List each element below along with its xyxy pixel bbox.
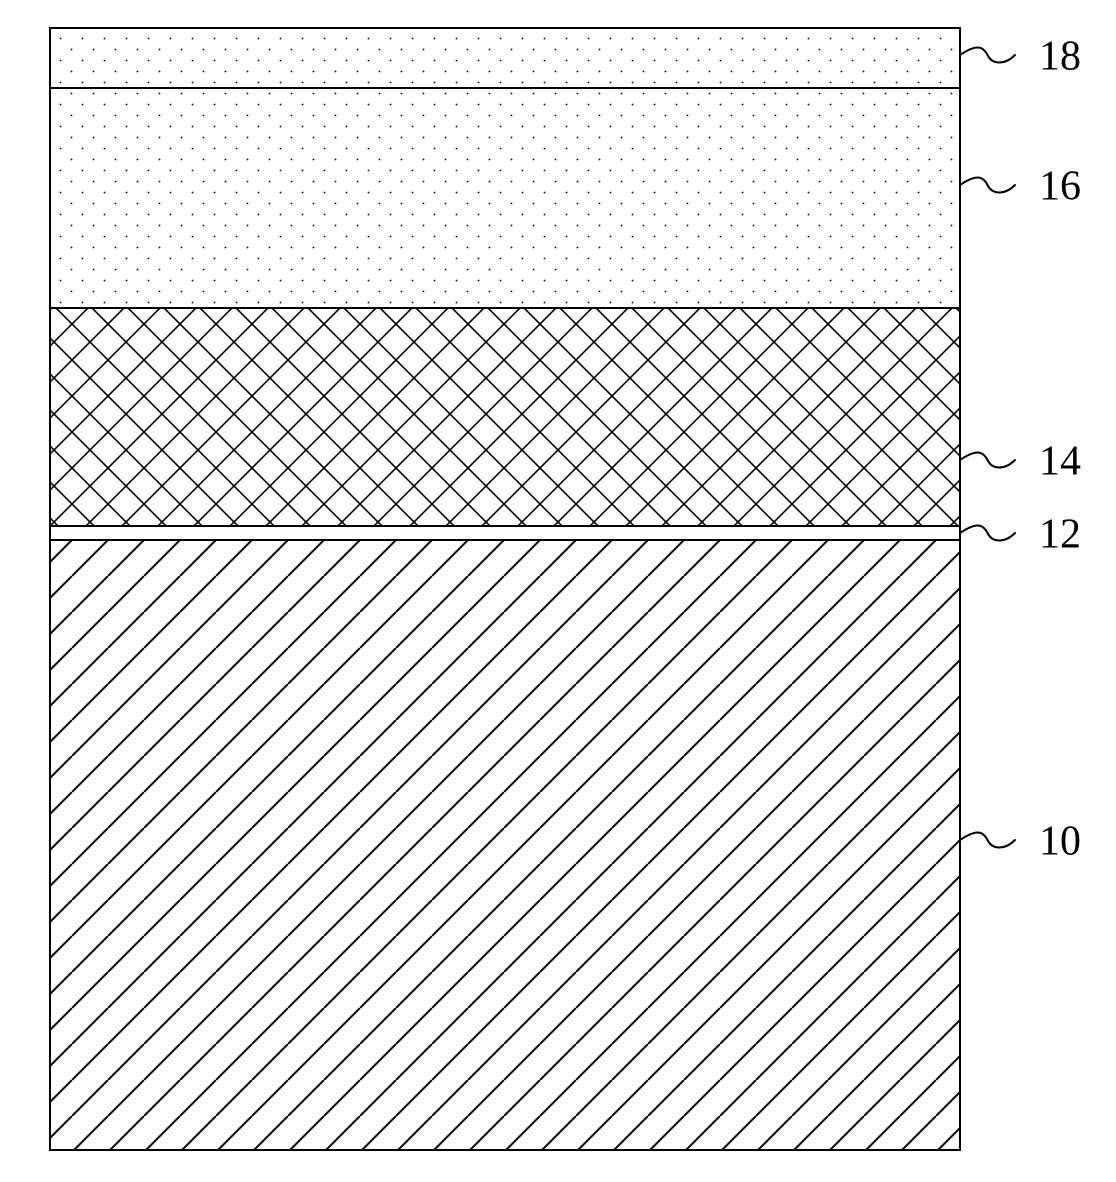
layer-10-label: 10 <box>1039 819 1081 865</box>
diagram-canvas: 18 16 14 12 10 <box>0 0 1116 1182</box>
layer-12 <box>50 526 960 540</box>
layer-14-label: 14 <box>1039 439 1081 485</box>
layer-16 <box>50 88 960 308</box>
layer-12-label: 12 <box>1039 512 1081 558</box>
layer-10-leader <box>960 833 1015 848</box>
layer-16-leader <box>960 178 1015 193</box>
layer-18-leader <box>960 48 1015 63</box>
layer-14-leader <box>960 453 1015 468</box>
layer-18 <box>50 28 960 88</box>
layer-16-label: 16 <box>1039 164 1081 210</box>
layer-12-leader <box>960 526 1015 541</box>
layer-14 <box>50 308 960 526</box>
layer-18-label: 18 <box>1039 34 1081 80</box>
layer-10 <box>50 540 960 1150</box>
